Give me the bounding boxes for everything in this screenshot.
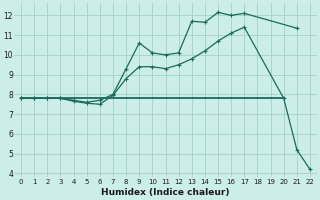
X-axis label: Humidex (Indice chaleur): Humidex (Indice chaleur) (101, 188, 230, 197)
